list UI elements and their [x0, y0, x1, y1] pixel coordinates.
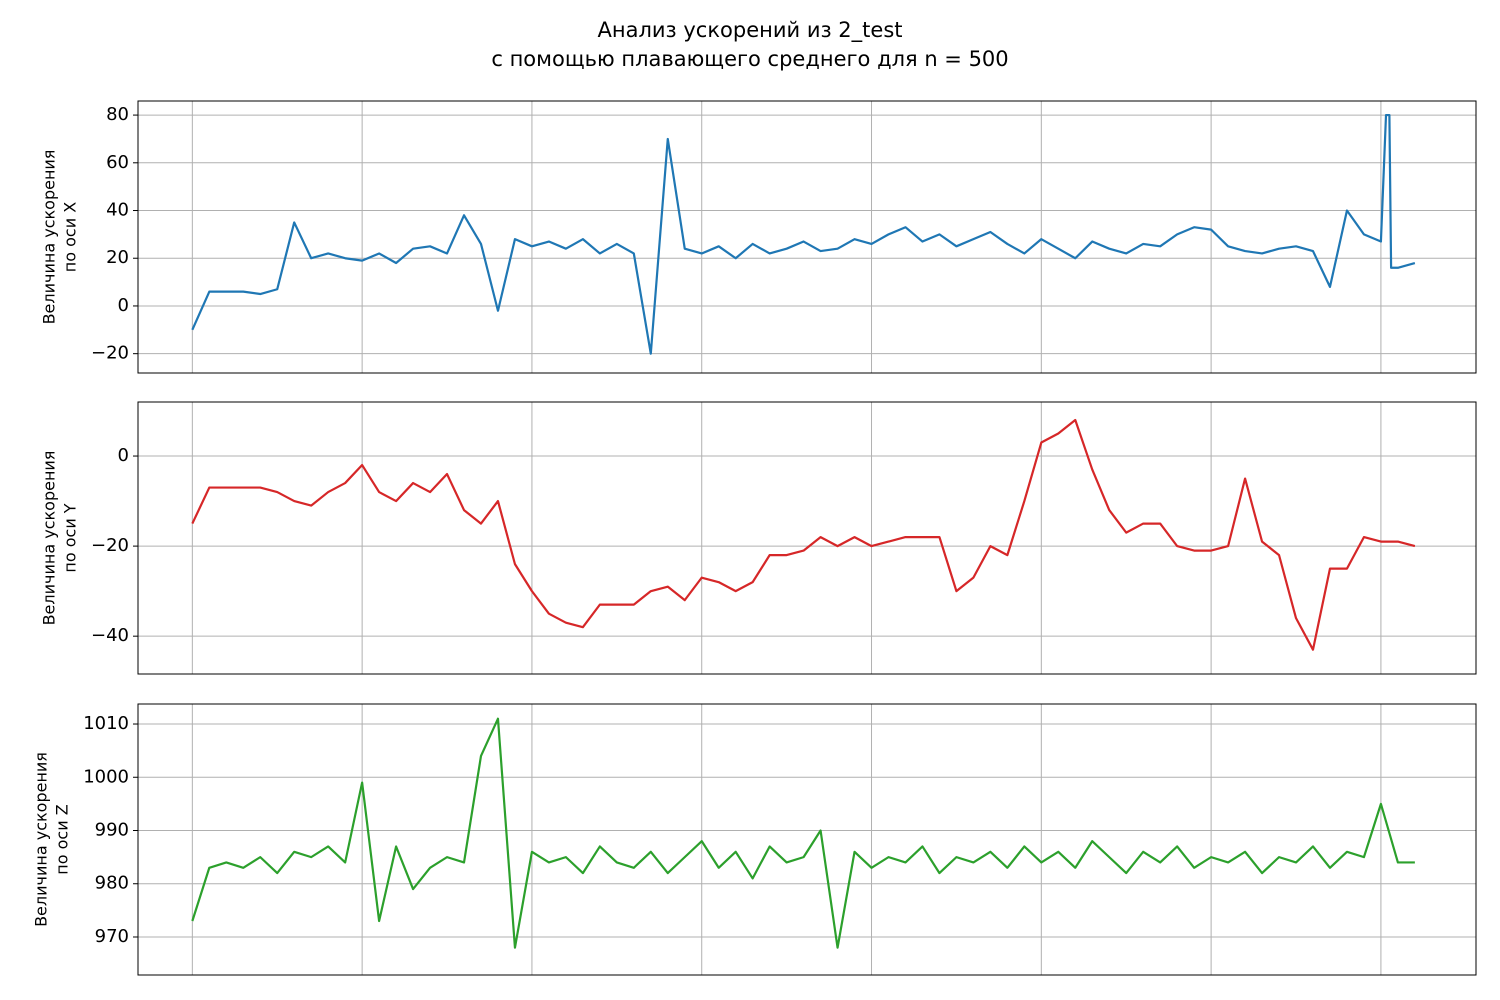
data-line: [191, 717, 1415, 949]
y-tick-label: 20: [106, 247, 129, 268]
y-axis-label: по оси Z: [53, 804, 72, 874]
y-tick-label: 80: [106, 104, 129, 125]
axes-frame: [137, 703, 1477, 976]
y-axis-label: Величина ускорения: [32, 752, 51, 927]
y-axis-label: Величина ускорения: [40, 150, 59, 325]
y-tick-label: 0: [118, 295, 129, 316]
title-line: Анализ ускорений из 2_test: [597, 18, 902, 43]
y-tick-label: 60: [106, 152, 129, 173]
y-axis-label: по оси Y: [61, 503, 80, 572]
y-axis-label: по оси X: [61, 202, 80, 272]
y-tick-label: −20: [91, 535, 129, 556]
subplot: −40 −20 0 Величина ускорения по оси Y: [40, 401, 1477, 675]
y-tick-label: 970: [95, 926, 129, 947]
y-tick-label: −40: [91, 625, 129, 646]
subplot: 970 980 990 1000 1010 Величина ускорения по ос…: [32, 703, 1477, 976]
y-tick-label: 980: [95, 873, 129, 894]
y-tick-label: 990: [95, 820, 129, 841]
y-tick-label: 40: [106, 200, 129, 221]
axes-frame: [137, 100, 1477, 374]
title-line: с помощью плавающего среднего для n = 50…: [491, 47, 1008, 71]
y-tick-label: 1010: [83, 713, 129, 734]
y-tick-label: 1000: [83, 766, 129, 787]
data-line: [191, 113, 1416, 355]
subplot: −20 0 20 40 60 80 Величина ускорения по оси X: [40, 100, 1477, 374]
y-axis-label: Величина ускорения: [40, 451, 59, 626]
axes-frame: [137, 401, 1477, 675]
data-line: [191, 418, 1416, 651]
y-tick-label: −20: [91, 343, 129, 364]
y-tick-label: 0: [118, 445, 129, 466]
